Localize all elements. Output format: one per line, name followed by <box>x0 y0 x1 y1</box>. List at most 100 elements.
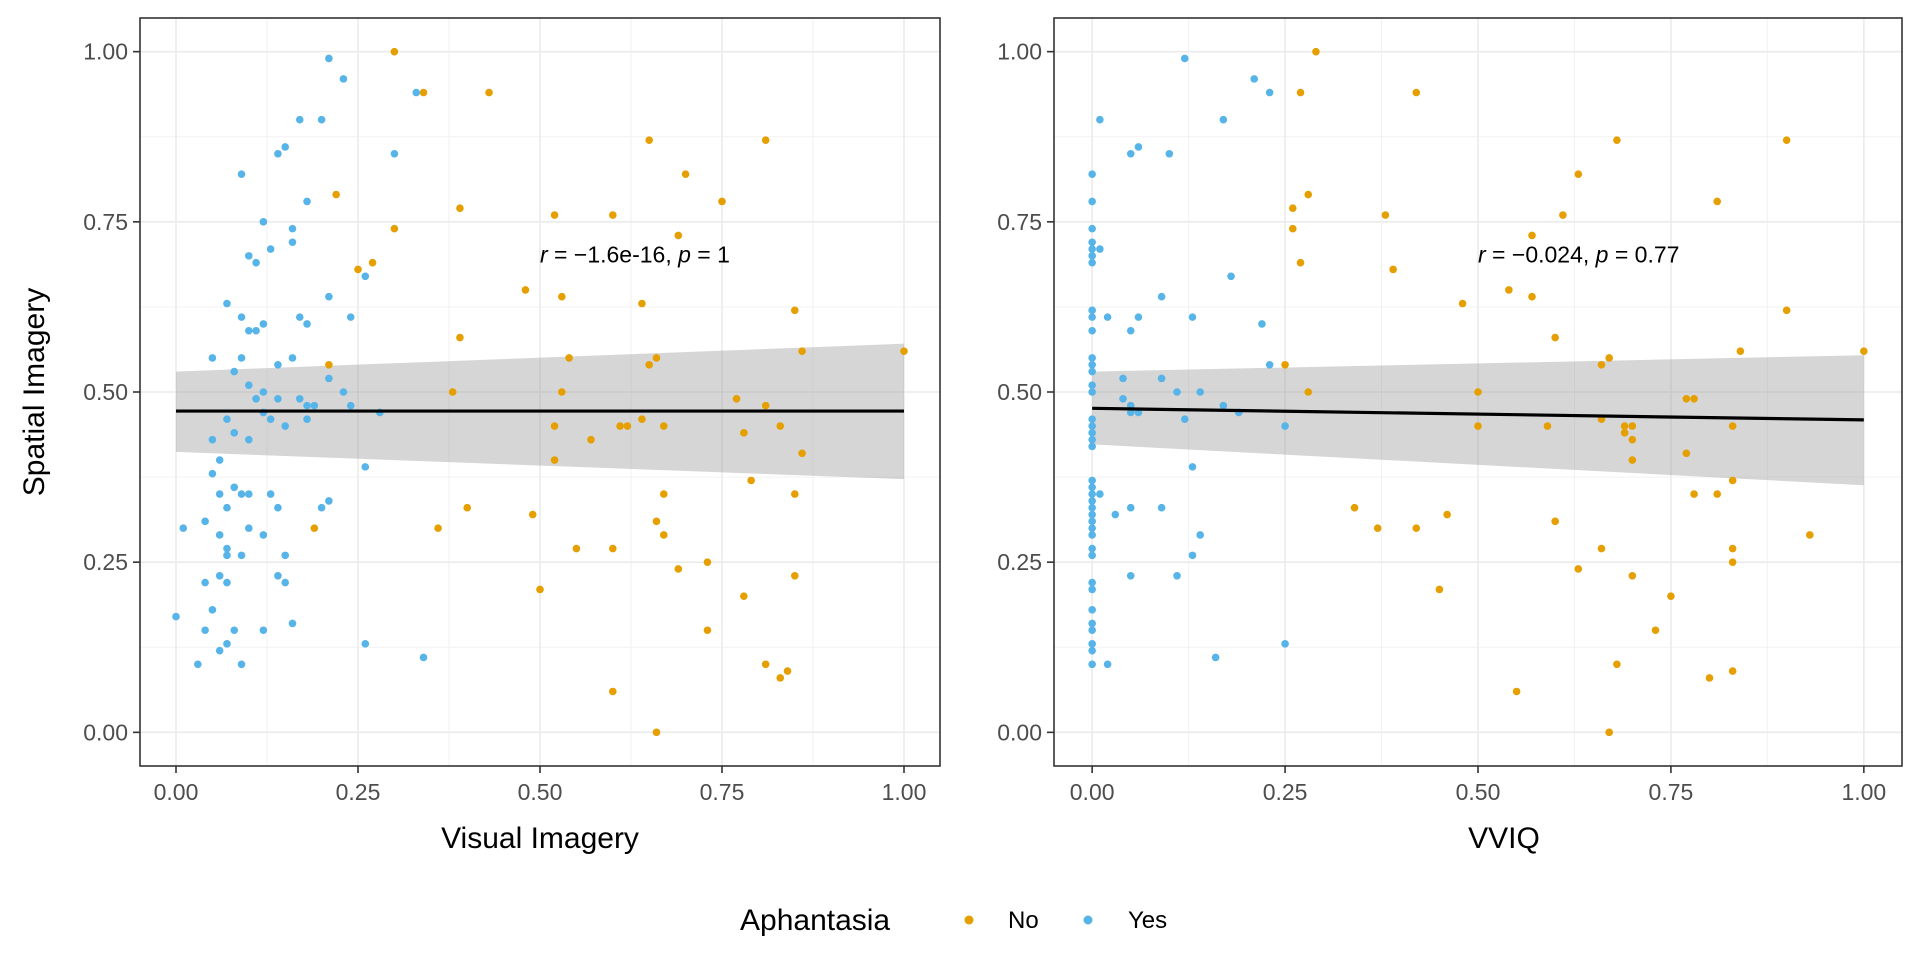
data-point-no <box>1620 422 1629 430</box>
legend-label-yes: Yes <box>1128 907 1167 934</box>
data-point-yes <box>208 606 217 614</box>
data-point-yes <box>215 531 224 539</box>
data-point-yes <box>1088 476 1096 485</box>
data-point-yes <box>1173 571 1181 580</box>
data-point-no <box>798 449 806 458</box>
data-point-yes <box>245 435 253 444</box>
data-point-yes <box>215 456 224 464</box>
data-point-no <box>652 517 661 526</box>
data-point-no <box>703 626 712 635</box>
data-point-yes <box>230 429 239 437</box>
data-point-no <box>638 299 646 308</box>
data-point-no <box>747 476 755 485</box>
data-point-yes <box>223 640 231 648</box>
data-point-yes <box>179 524 188 532</box>
data-point-no <box>434 524 442 532</box>
data-point-yes <box>266 490 275 498</box>
data-point-yes <box>281 422 290 430</box>
data-point-yes <box>1188 463 1197 471</box>
data-point-yes <box>237 354 246 362</box>
data-point-no <box>1667 592 1675 601</box>
data-point-yes <box>274 149 282 158</box>
data-point-no <box>1381 211 1390 219</box>
data-point-yes <box>1088 326 1096 335</box>
data-point-no <box>623 422 632 430</box>
data-point-yes <box>1258 320 1266 328</box>
data-point-yes <box>1088 585 1096 594</box>
data-point-no <box>1728 476 1737 485</box>
data-point-no <box>1628 435 1637 444</box>
data-point-no <box>550 211 559 219</box>
data-point-yes <box>208 469 217 478</box>
data-point-yes <box>172 612 180 621</box>
x-tick-label: 0.75 <box>700 779 745 805</box>
data-point-yes <box>361 272 370 281</box>
data-point-no <box>1505 286 1513 294</box>
data-point-no <box>1412 524 1421 532</box>
data-point-yes <box>295 313 304 321</box>
x-tick-label: 0.50 <box>1456 779 1501 805</box>
data-point-yes <box>230 367 239 376</box>
data-point-no <box>1559 211 1567 219</box>
data-point-yes <box>259 531 268 539</box>
x-tick-label: 0.25 <box>1263 779 1308 805</box>
data-point-yes <box>1188 551 1197 560</box>
data-point-no <box>1528 231 1536 240</box>
data-point-yes <box>1088 381 1096 389</box>
data-point-no <box>332 190 340 199</box>
data-point-no <box>1350 503 1359 512</box>
legend: Aphantasia No Yes <box>740 904 1167 937</box>
data-point-no <box>550 456 559 464</box>
data-point-no <box>638 415 646 424</box>
data-point-yes <box>1265 88 1274 97</box>
data-point-yes <box>223 551 231 560</box>
data-point-no <box>1288 224 1297 233</box>
data-point-no <box>609 687 617 696</box>
data-point-no <box>718 197 726 206</box>
legend-label-no: No <box>1008 907 1039 934</box>
data-point-no <box>485 88 493 97</box>
data-point-yes <box>1126 571 1135 580</box>
data-point-no <box>1281 360 1289 369</box>
data-point-yes <box>281 578 290 587</box>
x-tick-label: 0.00 <box>1070 779 1115 805</box>
data-point-yes <box>303 401 311 410</box>
data-point-yes <box>339 388 348 396</box>
data-point-no <box>732 395 741 403</box>
data-point-no <box>1728 558 1737 566</box>
data-point-yes <box>281 551 290 560</box>
y-tick-label: 0.00 <box>997 719 1042 745</box>
data-point-no <box>1728 544 1737 553</box>
data-point-yes <box>274 571 282 580</box>
data-point-yes <box>237 490 246 498</box>
y-tick-label: 0.50 <box>997 379 1042 405</box>
data-point-no <box>776 674 785 682</box>
data-point-yes <box>201 517 209 526</box>
data-point-no <box>310 524 319 532</box>
data-point-yes <box>201 626 209 635</box>
legend-swatch-yes <box>1083 915 1093 925</box>
data-point-no <box>791 571 799 580</box>
data-point-no <box>681 170 690 178</box>
y-tick-label: 1.00 <box>83 39 128 65</box>
x-tick-label: 1.00 <box>882 779 927 805</box>
data-point-yes <box>1096 490 1104 498</box>
data-point-yes <box>325 497 333 505</box>
data-point-yes <box>1088 245 1096 253</box>
data-point-yes <box>1088 238 1096 247</box>
data-point-yes <box>361 463 370 471</box>
data-point-no <box>368 258 377 267</box>
confidence-band <box>1092 355 1864 486</box>
data-point-yes <box>1134 143 1143 151</box>
data-point-no <box>798 347 806 355</box>
data-point-no <box>1651 626 1660 635</box>
data-point-yes <box>1088 578 1096 587</box>
data-point-yes <box>1111 510 1120 519</box>
y-tick-label: 1.00 <box>997 39 1042 65</box>
data-point-yes <box>1119 395 1127 403</box>
data-point-yes <box>230 626 239 635</box>
data-point-no <box>1690 490 1698 498</box>
data-point-no <box>325 360 333 369</box>
data-point-no <box>1389 265 1397 274</box>
